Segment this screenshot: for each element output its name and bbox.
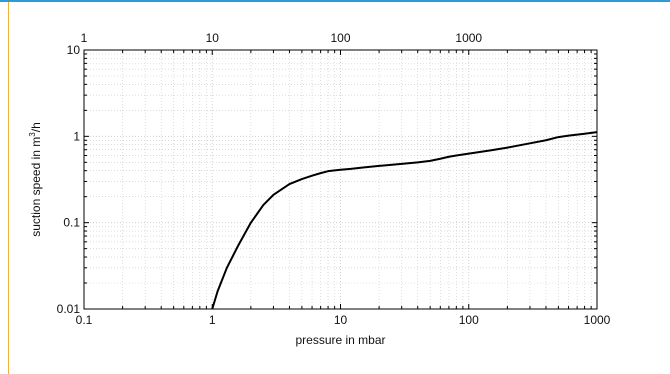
y-axis-label-superscript: 3 bbox=[28, 132, 37, 137]
suction-speed-curve bbox=[211, 131, 598, 310]
x-tick-label-top: 1000 bbox=[455, 31, 482, 45]
y-tick-label: 0.1 bbox=[63, 216, 80, 230]
x-tick-label: 0.1 bbox=[76, 313, 93, 327]
x-tick-label-top: 1 bbox=[81, 31, 88, 45]
svg-text:suction speed in m3/h: suction speed in m3/h bbox=[28, 122, 43, 237]
ticks bbox=[83, 50, 597, 310]
x-tick-label: 1000 bbox=[584, 313, 611, 327]
frame-top-border bbox=[0, 0, 670, 2]
x-tick-label: 10 bbox=[334, 313, 348, 327]
x-axis-label: pressure in mbar bbox=[295, 333, 385, 347]
y-axis-label: suction speed in m3/h bbox=[28, 122, 43, 237]
y-tick-label: 1 bbox=[73, 129, 80, 143]
y-tick-label: 0.01 bbox=[57, 302, 81, 316]
x-tick-label: 1 bbox=[209, 313, 216, 327]
x-tick-label-top: 100 bbox=[330, 31, 350, 45]
grid bbox=[84, 50, 597, 309]
frame-left-border bbox=[8, 2, 9, 374]
x-tick-label: 100 bbox=[459, 313, 479, 327]
y-tick-label: 10 bbox=[67, 43, 81, 57]
x-tick-label-top: 10 bbox=[206, 31, 220, 45]
y-axis-label-unit: /h bbox=[29, 122, 43, 132]
y-axis-label-text: suction speed in m bbox=[29, 137, 43, 237]
